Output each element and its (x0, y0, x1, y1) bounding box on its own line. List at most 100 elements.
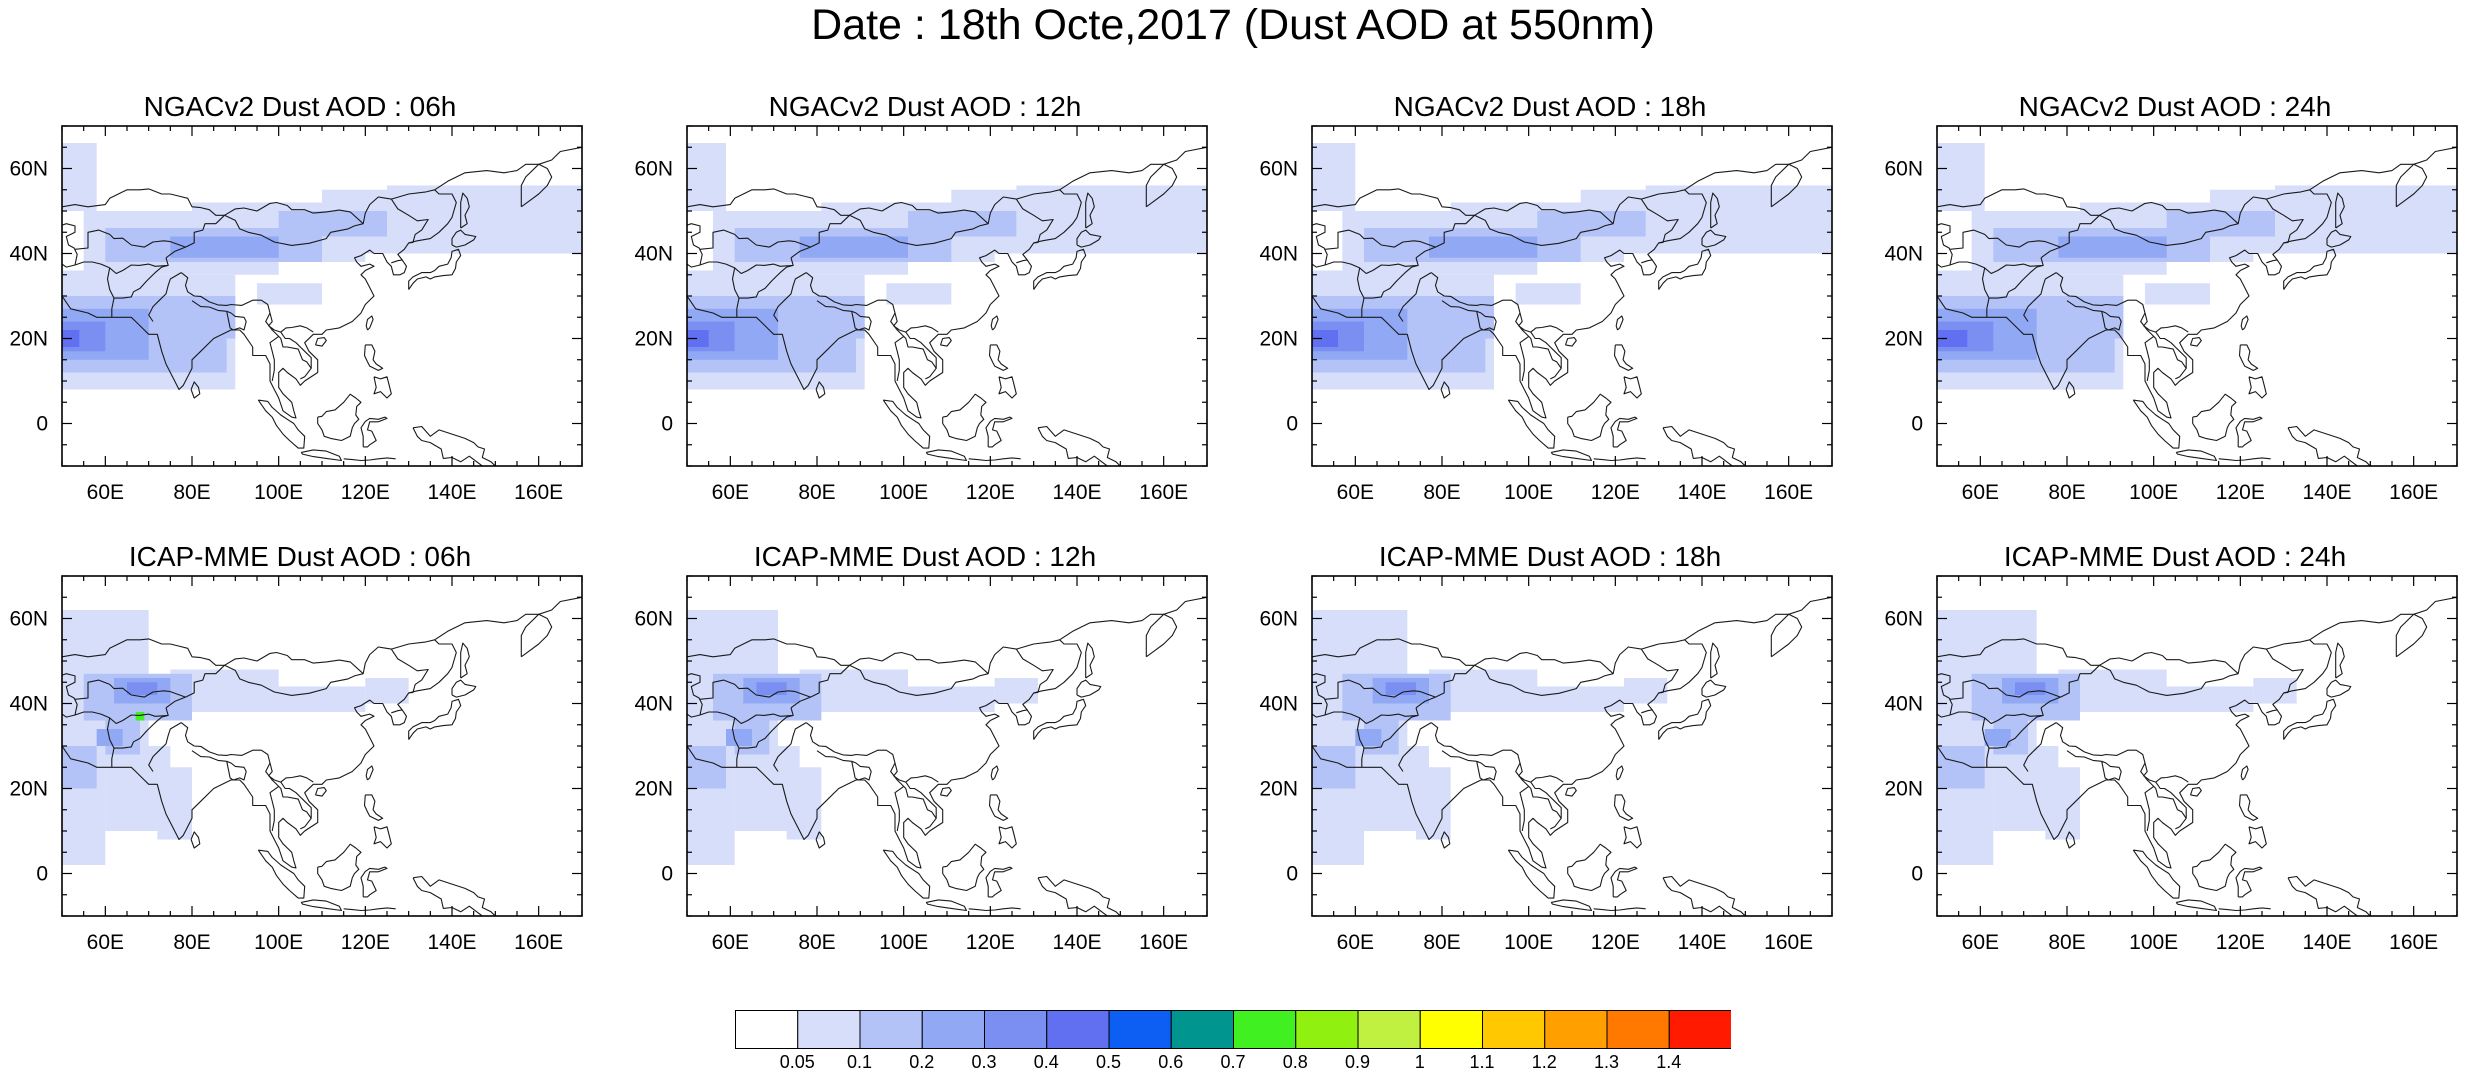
aod-patch (1937, 330, 1968, 347)
coastline (968, 907, 1021, 912)
map-panel-icap-06: ICAP-MME Dust AOD : 06h 60N 40N 20N 0 60E 80E 1… (0, 540, 600, 980)
colorbar-tick-label: 0.6 (1158, 1052, 1184, 1072)
coastline (687, 146, 1207, 419)
coastline (1016, 639, 1060, 650)
coastline (317, 843, 362, 892)
aod-patch (687, 746, 726, 789)
aod-patch (994, 678, 1038, 704)
coastline (1324, 707, 1419, 725)
colorbar-swatch (1419, 1010, 1483, 1049)
coastline (62, 638, 225, 666)
coastline (412, 875, 496, 916)
coastline (1507, 399, 1556, 449)
coastline (1981, 717, 1990, 768)
coastline (990, 315, 999, 331)
coastline (2155, 781, 2187, 819)
map-panel-icap-24: ICAP-MME Dust AOD : 24h 60N 40N 20N 0 60E 80E 1… (1875, 540, 2466, 980)
coastline (739, 714, 794, 749)
coastline (1016, 259, 1028, 264)
coastline (226, 760, 247, 781)
coastline (2055, 272, 2189, 333)
coastline (1515, 312, 1562, 380)
coastline (2235, 416, 2263, 448)
lon-tick-label: 160E (1139, 931, 1188, 954)
lon-tick-label: 100E (254, 481, 303, 504)
lat-tick-label: 20N (634, 328, 673, 351)
lon-tick-label: 60E (1337, 481, 1374, 504)
lat-tick-label: 0 (1286, 413, 1298, 436)
lat-tick-label: 60N (1259, 608, 1298, 631)
aod-patch (726, 729, 752, 746)
coastline (699, 707, 794, 725)
coastline (1770, 613, 1803, 658)
dust-aod-field (687, 596, 1207, 916)
coastline (1364, 714, 1419, 749)
coastline (1145, 163, 1178, 208)
aod-patch (365, 678, 409, 704)
coastline (1593, 907, 1646, 912)
lat-tick-label: 20N (634, 778, 673, 801)
coastline (1476, 760, 1497, 781)
colorbar (735, 1010, 1731, 1049)
coastline (2335, 642, 2345, 679)
coastline (191, 300, 227, 312)
lon-tick-label: 80E (173, 931, 210, 954)
coastline (790, 646, 1054, 709)
coastline (890, 312, 937, 380)
coastline (2326, 229, 2352, 248)
coastline (1530, 331, 1562, 369)
coastline (1701, 229, 1727, 248)
coastline (790, 196, 1054, 259)
coastline (1324, 229, 1436, 250)
coastline (1641, 189, 1685, 200)
coastline (391, 709, 403, 714)
lon-tick-label: 160E (1764, 931, 1813, 954)
coastline (849, 651, 989, 675)
lon-tick-label: 100E (2129, 481, 2178, 504)
coastline (1507, 849, 1556, 899)
coastline (74, 229, 186, 250)
map-panel-ngac-24: NGACv2 Dust AOD : 24h 60N 40N 20N 0 60E 80E 100… (1875, 90, 2466, 530)
coastline (257, 849, 306, 899)
colorbar-swatch (735, 1010, 799, 1049)
coastline (939, 787, 952, 797)
coastline (1937, 638, 2100, 666)
lon-tick-label: 60E (712, 481, 749, 504)
lon-tick-label: 140E (427, 481, 476, 504)
coastline (2175, 899, 2218, 912)
colorbar-swatch (1544, 1010, 1608, 1049)
coastline (165, 646, 429, 709)
lon-tick-label: 60E (1962, 931, 1999, 954)
coastline (2101, 310, 2122, 331)
lon-tick-label: 120E (966, 481, 1015, 504)
figure-title: Date : 18th Octe,2017 (Dust AOD at 550nm… (811, 1, 1655, 49)
coastline (412, 425, 496, 466)
map-plot: 60N 40N 20N 0 60E 80E 100E 120E 140E 160E (9, 125, 583, 504)
coastline (1312, 223, 1328, 268)
lat-tick-label: 60N (1884, 158, 1923, 181)
coastline (1312, 673, 1328, 718)
aod-patch (2045, 767, 2080, 840)
coastline (988, 344, 1009, 371)
coastline (1615, 315, 1624, 331)
coastline (849, 201, 989, 225)
coastline (1324, 257, 1419, 275)
aod-patch (756, 682, 787, 695)
colorbar-swatch (1108, 1010, 1172, 1049)
coastline (1415, 196, 1679, 259)
coastline (62, 188, 225, 216)
colorbar-swatch (1668, 1010, 1731, 1049)
coastline (2144, 335, 2155, 382)
coastline (998, 826, 1017, 849)
coastline (343, 457, 396, 462)
lat-tick-label: 60N (9, 608, 48, 631)
aod-patch (1937, 143, 1985, 211)
coastline (460, 642, 470, 679)
coastline (408, 698, 462, 740)
coastline (365, 315, 374, 331)
aod-patch (1429, 236, 1538, 258)
lon-tick-label: 120E (341, 931, 390, 954)
lon-tick-label: 120E (1591, 931, 1640, 954)
lon-tick-label: 60E (1962, 481, 1999, 504)
coastline (1989, 264, 2044, 299)
